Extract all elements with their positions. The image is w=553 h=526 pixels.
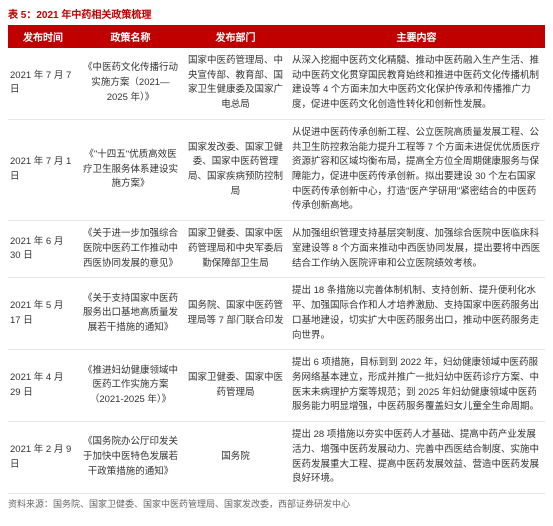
cell-name: 《中医药文化传播行动实施方案（2021—2025 年）》	[78, 48, 183, 119]
table-row: 2021 年 5 月 17 日《关于支持国家中医药服务出口基地高质量发展若干措施…	[8, 278, 545, 350]
cell-dept: 国家发改委、国家卫健委、国家中医药管理局、国家疾病预防控制局	[183, 119, 288, 220]
cell-dept: 国务院	[183, 422, 288, 494]
table-caption: 表 5：2021 年中药相关政策梳理	[8, 6, 545, 21]
table-row: 2021 年 2 月 9 日《国务院办公厅印发关于加快中医特色发展若干政策措施的…	[8, 422, 545, 494]
cell-date: 2021 年 5 月 17 日	[8, 278, 78, 350]
col-header-date: 发布时间	[8, 25, 78, 48]
cell-dept: 国家中医药管理局、中央宣传部、教育部、国家卫生健康委及国家广电总局	[183, 48, 288, 119]
cell-name: 《关于进一步加强综合医院中医药工作推动中西医协同发展的意见》	[78, 221, 183, 278]
col-header-content: 主要内容	[288, 25, 545, 48]
cell-content: 从加强组织管理支持基层突制度、加强综合医院中医临床科室建设等 8 个方面来推动中…	[288, 221, 545, 278]
table-row: 2021 年 4 月 29 日《推进妇幼健康领域中医药工作实施方案（2021-2…	[8, 350, 545, 422]
cell-content: 从促进中医药传承创新工程、公立医院高质量发展工程、公共卫生防控救治能力提升工程等…	[288, 119, 545, 220]
col-header-dept: 发布部门	[183, 25, 288, 48]
policy-table: 发布时间 政策名称 发布部门 主要内容 2021 年 7 月 7 日《中医药文化…	[8, 25, 545, 494]
source-footer: 资料来源：国务院、国家卫健委、国家中医药管理局、国家发改委，西部证券研发中心	[8, 494, 545, 510]
cell-dept: 国务院、国家中医药管理局等 7 部门联合印发	[183, 278, 288, 350]
cell-dept: 国家卫健委、国家中医药管理局和中央军委后勤保障部卫生局	[183, 221, 288, 278]
cell-content: 从深入挖掘中医药文化精髓、推动中医药融入生产生活、推动中医药文化贯穿国民教育始终…	[288, 48, 545, 119]
table-row: 2021 年 7 月 1 日《"十四五"优质高效医疗卫生服务体系建设实施方案》国…	[8, 119, 545, 220]
cell-date: 2021 年 6 月 30 日	[8, 221, 78, 278]
table-row: 2021 年 6 月 30 日《关于进一步加强综合医院中医药工作推动中西医协同发…	[8, 221, 545, 278]
cell-name: 《"十四五"优质高效医疗卫生服务体系建设实施方案》	[78, 119, 183, 220]
cell-content: 提出 18 条措施以完善体制机制、支持创新、提升便利化水平、加强国际合作和人才培…	[288, 278, 545, 350]
cell-date: 2021 年 7 月 1 日	[8, 119, 78, 220]
cell-name: 《推进妇幼健康领域中医药工作实施方案（2021-2025 年）》	[78, 350, 183, 422]
cell-name: 《关于支持国家中医药服务出口基地高质量发展若干措施的通知》	[78, 278, 183, 350]
cell-date: 2021 年 7 月 7 日	[8, 48, 78, 119]
cell-dept: 国家卫健委、国家中医药管理局	[183, 350, 288, 422]
cell-date: 2021 年 2 月 9 日	[8, 422, 78, 494]
cell-content: 提出 28 项措施以夯实中医药人才基础、提高中药产业发展活力、增强中医药发展动力…	[288, 422, 545, 494]
col-header-name: 政策名称	[78, 25, 183, 48]
cell-name: 《国务院办公厅印发关于加快中医特色发展若干政策措施的通知》	[78, 422, 183, 494]
cell-content: 提出 6 项措施，目标到到 2022 年，妇幼健康领域中医药服务网络基本建立，形…	[288, 350, 545, 422]
table-row: 2021 年 7 月 7 日《中医药文化传播行动实施方案（2021—2025 年…	[8, 48, 545, 119]
cell-date: 2021 年 4 月 29 日	[8, 350, 78, 422]
